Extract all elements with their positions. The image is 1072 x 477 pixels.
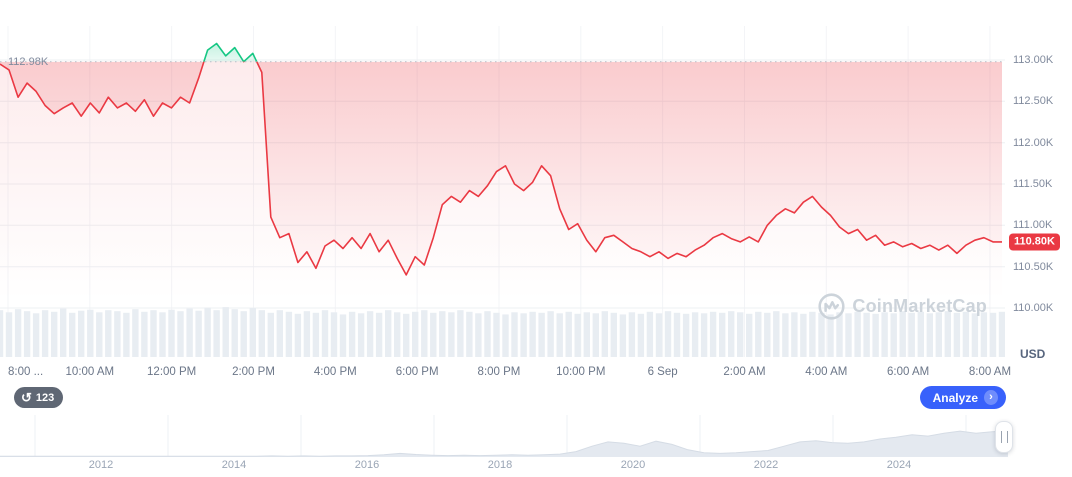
price-tick-label: 111.00K (1013, 219, 1053, 232)
time-tick-label: 2:00 PM (232, 366, 275, 378)
price-tick-label: 112.50K (1013, 95, 1054, 108)
navigator-year-axis: 2012 2014 2016 2018 2020 2022 2024 (0, 459, 1010, 475)
year-tick-label: 2022 (753, 459, 779, 471)
analyze-button[interactable]: Analyze › (919, 386, 1006, 409)
time-tick-label: 6:00 PM (395, 366, 439, 378)
price-tick-label: 111.50K (1013, 178, 1053, 190)
watermark-text: CoinMarketCap (852, 296, 987, 316)
range-navigator[interactable] (0, 415, 1010, 457)
navigator-handle[interactable] (995, 421, 1013, 453)
price-chart-svg (0, 26, 1005, 357)
price-axis: 110.80K USD 113.00K 112.50K 112.00K 111.50K… (1005, 0, 1072, 361)
coinmarketcap-watermark: CoinMarketCap (818, 293, 987, 320)
history-count-badge[interactable]: ↺ 123 (14, 387, 64, 408)
year-tick-label: 2016 (354, 459, 380, 471)
history-count-label: 123 (35, 391, 55, 404)
drag-grip-icon (1000, 431, 1008, 443)
analyze-label: Analyze (932, 390, 978, 405)
price-tick-label: 113.00K (1013, 54, 1054, 66)
time-tick-label: 6 Sep (647, 366, 678, 378)
price-tick-label: 110.00K (1013, 302, 1054, 314)
year-tick-label: 2020 (620, 459, 646, 471)
year-tick-label: 2012 (88, 459, 114, 471)
time-tick-label: 8:00 ... (8, 366, 44, 378)
year-tick-label: 2018 (487, 459, 513, 471)
time-tick-label: 8:00 PM (477, 366, 521, 378)
time-tick-label: 6:00 AM (887, 366, 930, 378)
year-tick-label: 2024 (886, 459, 912, 471)
last-price-badge: 110.80K (1009, 233, 1060, 251)
coinmarketcap-logo-icon (818, 293, 845, 320)
price-tick-label: 110.50K (1013, 260, 1054, 273)
navigator-svg (0, 415, 1009, 457)
previous-close-label: 112.98K (8, 55, 49, 68)
time-tick-label: 10:00 PM (556, 366, 606, 378)
price-tick-label: 112.00K (1013, 136, 1054, 149)
time-tick-label: 2:00 AM (723, 366, 766, 378)
time-tick-label: 8:00 AM (968, 366, 1012, 378)
history-clock-icon: ↺ (21, 390, 32, 405)
year-tick-label: 2014 (221, 459, 247, 471)
time-axis: 8:00 ... 10:00 AM 12:00 PM 2:00 PM 4:00 PM 6:… (0, 362, 1011, 382)
price-chart-canvas[interactable]: 112.98K CoinMarketCap (0, 0, 1005, 357)
time-tick-label: 4:00 PM (313, 366, 357, 378)
time-tick-label: 12:00 PM (147, 366, 197, 378)
currency-label: USD (1020, 347, 1046, 361)
time-tick-label: 4:00 AM (805, 366, 848, 378)
time-tick-label: 10:00 AM (65, 366, 115, 378)
chevron-right-icon: › (984, 390, 998, 405)
